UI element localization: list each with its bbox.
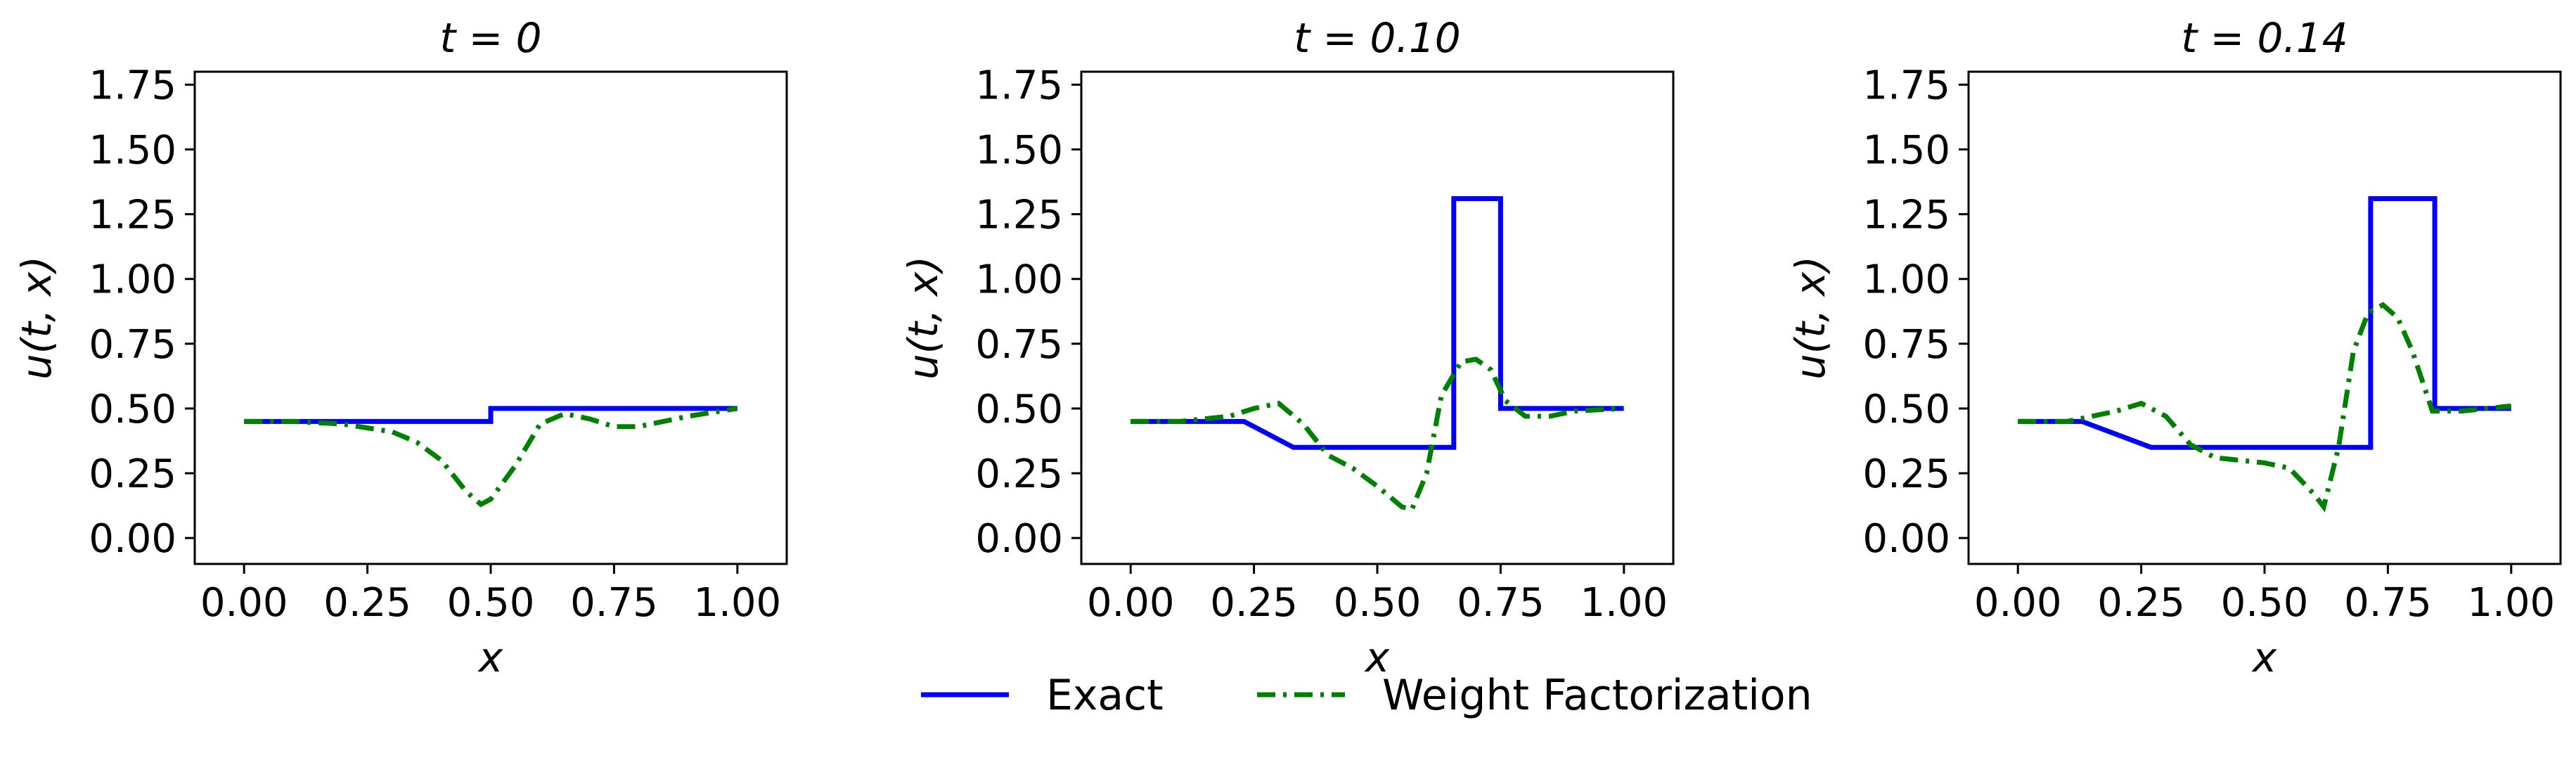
y-tick-label: 0.00	[975, 516, 1063, 562]
y-axis-label: u(t, x)	[1786, 256, 1834, 380]
series-line-exact	[1131, 196, 1624, 450]
y-tick-label: 1.50	[89, 128, 176, 174]
plot-frame	[1967, 70, 2562, 565]
y-tick-label: 0.25	[89, 451, 176, 497]
y-tick-label: 0.50	[1862, 387, 1950, 432]
y-tick-label: 1.50	[1862, 128, 1950, 174]
y-tick-label: 1.00	[89, 257, 176, 303]
legend-label: Exact	[1046, 671, 1164, 720]
y-tick-label: 1.25	[1862, 193, 1950, 238]
y-tick-label: 1.00	[975, 257, 1063, 303]
y-tick-label: 0.75	[89, 322, 176, 368]
y-tick-label: 0.75	[975, 322, 1063, 368]
y-tick-label: 0.75	[1862, 322, 1950, 368]
x-tick-label: 0.75	[1457, 580, 1545, 626]
panel-title: t = 0	[439, 14, 541, 62]
series-line-weight-factorization	[244, 406, 738, 508]
x-tick-label: 1.00	[2467, 580, 2555, 626]
x-axis-label: x	[2251, 634, 2277, 681]
panel-title: t = 0.10	[1294, 14, 1460, 62]
y-tick-label: 0.25	[1862, 451, 1950, 497]
x-tick-label: 0.00	[1974, 580, 2062, 626]
panel-2: 0.00 0.25 0.50 0.75 1.00 0.00 0.25 0.50 0.75 1.00…	[899, 14, 1675, 681]
series-line-weight-factorization	[1131, 356, 1624, 513]
y-tick-label: 1.25	[89, 193, 176, 238]
y-tick-label: 1.75	[89, 63, 176, 108]
x-axis-label: x	[477, 634, 503, 681]
panel-1: 0.00 0.25 0.50 0.75 1.00 0.00 0.25 0.50 0.75 1.00…	[13, 14, 788, 681]
y-tick-label: 0.50	[89, 387, 176, 432]
y-tick-label: 1.75	[1862, 63, 1950, 108]
x-tick-label: 0.00	[1087, 580, 1175, 626]
y-tick-label: 0.25	[975, 451, 1063, 497]
panel-3: 0.00 0.25 0.50 0.75 1.00 0.00 0.25 0.50 0.75 1.00…	[1786, 14, 2562, 681]
y-tick-label: 0.00	[89, 516, 176, 562]
y-tick-label: 0.50	[975, 387, 1063, 432]
series-line-exact	[2018, 196, 2511, 450]
x-tick-label: 0.50	[1334, 580, 1422, 626]
y-tick-label: 1.50	[975, 128, 1063, 174]
series-line-weight-factorization	[2018, 302, 2512, 513]
x-tick-label: 0.50	[2221, 580, 2309, 626]
plot-frame	[1080, 70, 1675, 565]
x-tick-label: 0.00	[200, 580, 288, 626]
y-tick-label: 1.25	[975, 193, 1063, 238]
x-axis-label: x	[1364, 634, 1390, 681]
x-tick-label: 0.25	[2097, 580, 2185, 626]
legend: Exact Weight Factorization	[921, 671, 1812, 720]
panel-title: t = 0.14	[2181, 14, 2348, 62]
x-tick-label: 1.00	[693, 580, 781, 626]
x-tick-label: 0.75	[2344, 580, 2432, 626]
x-tick-label: 0.25	[1210, 580, 1298, 626]
series-line-exact	[244, 406, 738, 424]
y-axis-label: u(t, x)	[899, 256, 947, 380]
x-tick-label: 0.75	[570, 580, 658, 626]
y-tick-label: 1.00	[1862, 257, 1950, 303]
y-axis-label: u(t, x)	[13, 256, 60, 380]
x-tick-label: 1.00	[1580, 580, 1668, 626]
x-tick-label: 0.25	[323, 580, 411, 626]
legend-label: Weight Factorization	[1382, 671, 1812, 720]
y-tick-label: 1.75	[975, 63, 1063, 108]
y-tick-label: 0.00	[1862, 516, 1950, 562]
plot-frame	[193, 70, 788, 565]
x-tick-label: 0.50	[447, 580, 535, 626]
